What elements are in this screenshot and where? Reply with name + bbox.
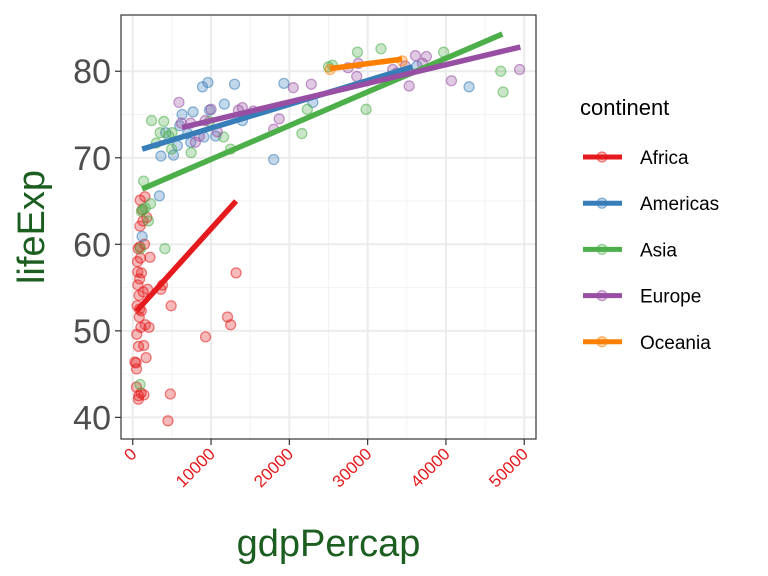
legend: continent Africa Americas Asia Europe Oceani… bbox=[580, 95, 719, 354]
point-americas bbox=[202, 76, 214, 89]
grid-minor bbox=[121, 15, 536, 439]
y-tick-label: 60 bbox=[73, 226, 111, 264]
x-tick-label: 10000 bbox=[172, 444, 219, 491]
point-africa bbox=[143, 321, 155, 334]
y-tick-label: 80 bbox=[73, 53, 111, 91]
point-africa bbox=[138, 339, 150, 352]
point-africa bbox=[164, 388, 176, 400]
scatter-points bbox=[129, 43, 526, 427]
point-africa bbox=[130, 363, 143, 375]
point-europe bbox=[273, 113, 285, 125]
point-americas bbox=[228, 78, 241, 90]
point-asia bbox=[145, 114, 158, 127]
point-europe bbox=[403, 80, 415, 92]
point-africa bbox=[135, 267, 148, 279]
point-africa bbox=[140, 352, 152, 364]
legend-label-asia: Asia bbox=[640, 240, 677, 261]
x-tick-label: 40000 bbox=[407, 444, 454, 491]
point-americas bbox=[278, 77, 290, 90]
x-tick-label: 30000 bbox=[329, 444, 376, 491]
point-asia bbox=[144, 197, 157, 210]
point-asia bbox=[158, 115, 170, 128]
x-tick-label: 0 bbox=[120, 444, 140, 464]
point-asia bbox=[360, 103, 372, 115]
point-asia bbox=[301, 103, 314, 115]
x-tick-label: 20000 bbox=[250, 444, 297, 491]
point-africa bbox=[138, 389, 150, 401]
panel-border bbox=[120, 14, 537, 440]
point-asia bbox=[375, 43, 387, 55]
point-asia bbox=[159, 242, 171, 255]
legend-label-europe: Europe bbox=[640, 287, 701, 308]
point-africa bbox=[144, 251, 156, 263]
point-europe bbox=[189, 136, 202, 148]
y-tick-label: 50 bbox=[73, 313, 111, 351]
point-asia bbox=[497, 86, 509, 98]
point-asia bbox=[142, 215, 155, 227]
point-europe bbox=[513, 63, 526, 76]
legend-key-point bbox=[596, 151, 608, 163]
y-axis-title: lifeExp bbox=[11, 170, 53, 284]
legend-title: continent bbox=[580, 95, 669, 120]
point-europe bbox=[305, 78, 317, 90]
x-axis: 0 10000 20000 30000 40000 50000 bbox=[120, 439, 532, 491]
legend-label-africa: Africa bbox=[640, 148, 689, 169]
point-africa bbox=[199, 331, 212, 343]
point-africa bbox=[224, 319, 237, 331]
y-tick-label: 70 bbox=[73, 140, 111, 178]
point-africa bbox=[162, 415, 174, 427]
point-asia bbox=[351, 46, 364, 58]
y-axis: 40 50 60 70 80 bbox=[73, 53, 121, 437]
point-asia bbox=[165, 143, 178, 155]
legend-label-oceania: Oceania bbox=[640, 333, 711, 354]
point-europe bbox=[445, 75, 458, 87]
point-africa bbox=[230, 267, 242, 279]
legend-label-americas: Americas bbox=[640, 194, 719, 215]
point-asia bbox=[134, 378, 146, 391]
point-americas bbox=[136, 230, 148, 243]
point-europe bbox=[173, 96, 185, 109]
point-africa bbox=[134, 252, 147, 264]
x-tick-label: 50000 bbox=[485, 444, 532, 491]
legend-key-point bbox=[596, 336, 608, 348]
legend-key-point bbox=[596, 243, 608, 256]
point-americas bbox=[176, 108, 188, 121]
legend-key-point bbox=[596, 289, 608, 302]
point-americas bbox=[153, 190, 166, 202]
point-americas bbox=[155, 150, 167, 162]
trend-line-europe bbox=[181, 44, 521, 131]
point-americas bbox=[187, 106, 199, 118]
point-europe bbox=[287, 82, 299, 94]
point-africa bbox=[165, 300, 177, 312]
trend-line-oceania bbox=[329, 56, 403, 72]
trend-line-africa bbox=[134, 199, 239, 313]
point-asia bbox=[185, 146, 197, 159]
point-americas bbox=[218, 98, 231, 110]
point-americas bbox=[463, 81, 475, 93]
legend-key-point bbox=[596, 197, 608, 209]
y-tick-label: 40 bbox=[73, 399, 111, 437]
point-asia bbox=[296, 127, 308, 140]
point-europe bbox=[205, 103, 217, 115]
trend-lines bbox=[134, 31, 521, 313]
point-asia bbox=[495, 65, 507, 77]
point-americas bbox=[268, 153, 280, 166]
point-europe bbox=[420, 50, 433, 63]
x-axis-title: gdpPercap bbox=[237, 523, 421, 565]
point-asia bbox=[134, 242, 147, 255]
trend-line-asia bbox=[141, 31, 504, 192]
point-europe bbox=[409, 50, 422, 62]
